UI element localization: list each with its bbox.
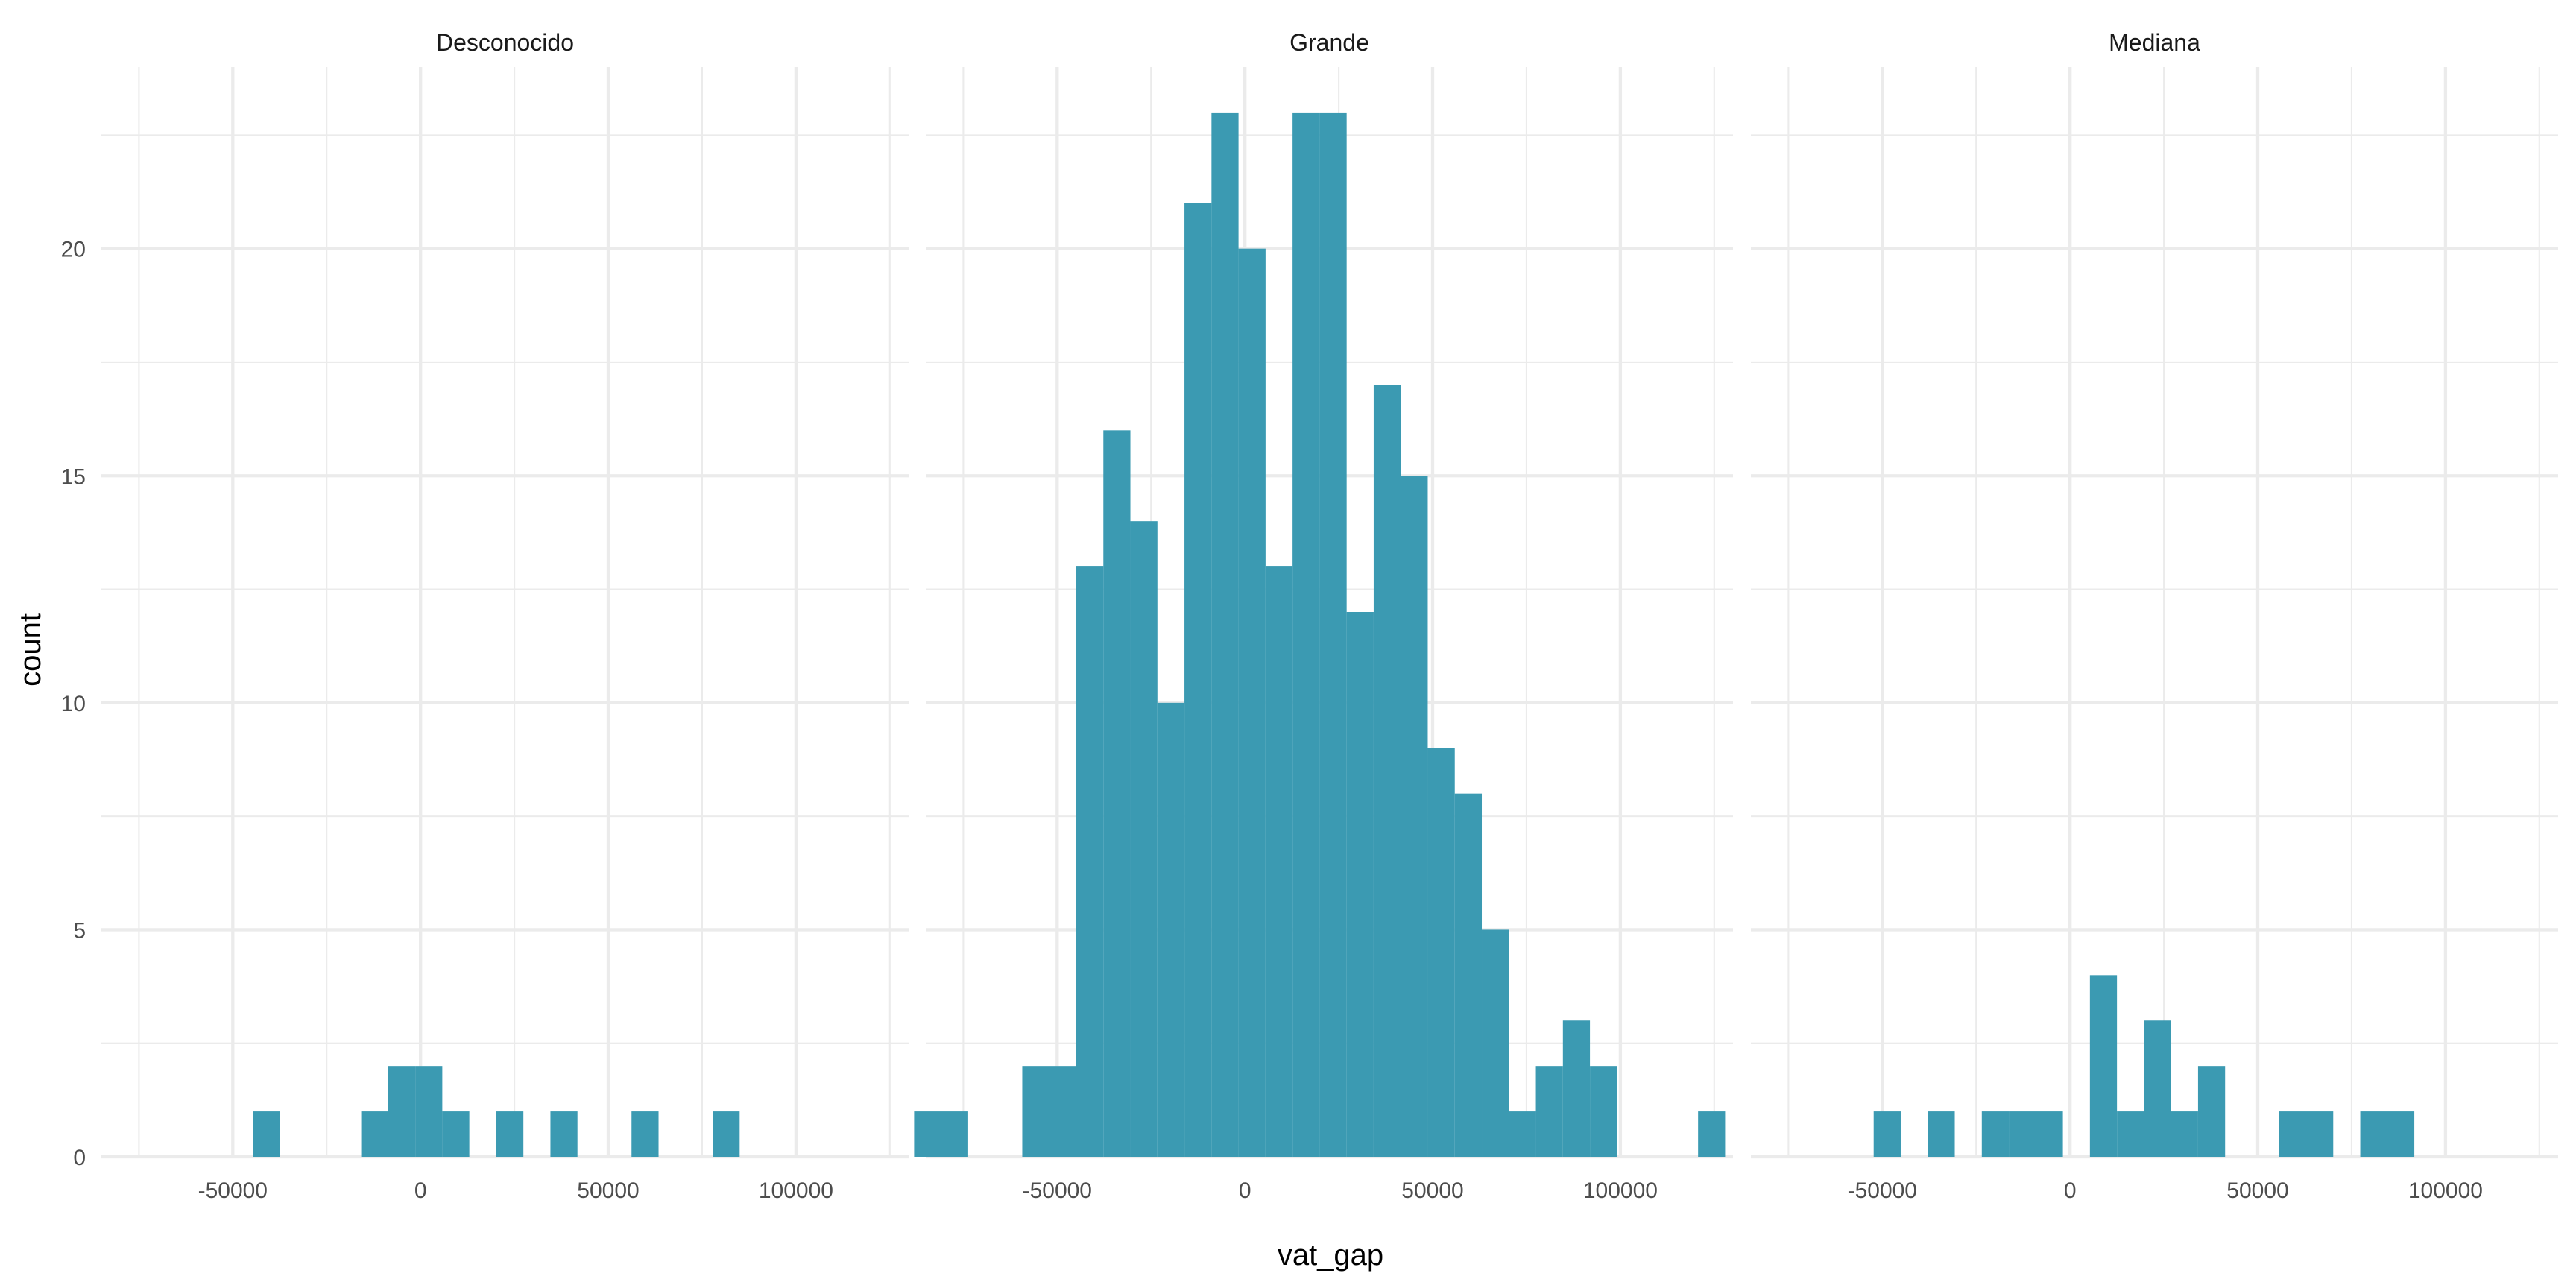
histogram-bar bbox=[1928, 1111, 1955, 1157]
histogram-bar bbox=[1454, 793, 1483, 1157]
histogram-bar bbox=[2171, 1111, 2198, 1157]
facet-strip-label: Desconocido bbox=[436, 29, 574, 56]
histogram-bar bbox=[1346, 612, 1374, 1157]
histogram-bar bbox=[496, 1111, 524, 1157]
x-tick-label: -50000 bbox=[198, 1178, 268, 1203]
y-tick-label: 10 bbox=[61, 692, 86, 716]
y-tick-label: 0 bbox=[73, 1146, 86, 1170]
histogram-bar bbox=[1157, 702, 1185, 1157]
histogram-bar bbox=[1482, 929, 1509, 1157]
y-tick-label: 15 bbox=[61, 464, 86, 489]
histogram-bar bbox=[2387, 1111, 2415, 1157]
histogram-bar bbox=[1981, 1111, 2010, 1157]
x-tick-label: 0 bbox=[2064, 1178, 2077, 1203]
histogram-bar bbox=[1211, 112, 1239, 1158]
histogram-bar bbox=[442, 1111, 470, 1157]
x-tick-label: -50000 bbox=[1848, 1178, 1917, 1203]
histogram-bar bbox=[1292, 112, 1320, 1158]
facet-panels: Desconocido -50000 0 50000 100000 Grande -5000… bbox=[101, 29, 2558, 1203]
histogram-bar bbox=[1373, 385, 1401, 1157]
histogram-bar bbox=[2279, 1111, 2307, 1157]
x-tick-label: 0 bbox=[414, 1178, 427, 1203]
histogram-bar bbox=[1535, 1066, 1563, 1157]
x-tick-label: 100000 bbox=[2408, 1178, 2483, 1203]
histogram-bar bbox=[2009, 1111, 2036, 1157]
x-axis-title: vat_gap bbox=[1278, 1239, 1383, 1272]
histogram-bar bbox=[1049, 1066, 1076, 1157]
facet-panel-desconocido: Desconocido -50000 0 50000 100000 bbox=[101, 29, 909, 1203]
histogram-bar bbox=[1401, 476, 1428, 1157]
histogram-bar bbox=[631, 1111, 659, 1157]
histogram-bar bbox=[550, 1111, 578, 1157]
y-tick-label: 20 bbox=[61, 238, 86, 262]
histogram-bar bbox=[1427, 748, 1455, 1157]
histogram-bar bbox=[1319, 112, 1347, 1158]
x-tick-label: 50000 bbox=[1401, 1178, 1463, 1203]
histogram-bar bbox=[1590, 1066, 1617, 1157]
histogram-bar bbox=[1509, 1111, 1536, 1157]
x-tick-label: 0 bbox=[1239, 1178, 1251, 1203]
histogram-bar bbox=[2089, 975, 2118, 1157]
histogram-bar bbox=[415, 1066, 443, 1157]
y-tick-label: 5 bbox=[73, 918, 86, 943]
facet-panel-grande: Grande -50000 0 50000 100000 bbox=[914, 29, 1733, 1203]
histogram-bar bbox=[2117, 1111, 2144, 1157]
histogram-bar bbox=[1184, 203, 1212, 1157]
histogram-bar bbox=[1562, 1020, 1591, 1157]
histogram-bar bbox=[914, 1111, 941, 1157]
x-tick-label: 50000 bbox=[577, 1178, 639, 1203]
facet-panel-mediana: Mediana -50000 0 50000 100000 bbox=[1751, 29, 2558, 1203]
histogram-bar bbox=[2144, 1020, 2171, 1157]
histogram-bar bbox=[253, 1111, 280, 1157]
x-tick-label: -50000 bbox=[1023, 1178, 1092, 1203]
y-axis-title: count bbox=[14, 613, 47, 686]
histogram-bar bbox=[388, 1066, 416, 1157]
histogram-bar bbox=[1022, 1066, 1049, 1157]
histogram-bar bbox=[2306, 1111, 2334, 1157]
x-tick-label: 100000 bbox=[1583, 1178, 1658, 1203]
x-tick-label: 100000 bbox=[759, 1178, 833, 1203]
histogram-bar bbox=[1103, 430, 1131, 1157]
histogram-bar bbox=[713, 1111, 740, 1157]
y-axis-tick-labels: 0 5 10 15 20 bbox=[61, 238, 86, 1170]
histogram-bar bbox=[1873, 1111, 1901, 1157]
histogram-bar bbox=[1238, 248, 1266, 1158]
histogram-bar bbox=[1130, 521, 1158, 1157]
histogram-bar bbox=[1698, 1111, 1726, 1157]
histogram-bar bbox=[1265, 566, 1293, 1157]
histogram-bar bbox=[941, 1111, 968, 1157]
x-tick-label: 50000 bbox=[2226, 1178, 2288, 1203]
histogram-bar bbox=[1076, 566, 1104, 1157]
facet-strip-label: Grande bbox=[1289, 29, 1369, 56]
histogram-bar bbox=[361, 1111, 388, 1157]
histogram-bar bbox=[2360, 1111, 2387, 1157]
histogram-bar bbox=[2036, 1111, 2063, 1157]
facet-strip-label: Mediana bbox=[2109, 29, 2200, 56]
histogram-bar bbox=[2197, 1066, 2226, 1157]
